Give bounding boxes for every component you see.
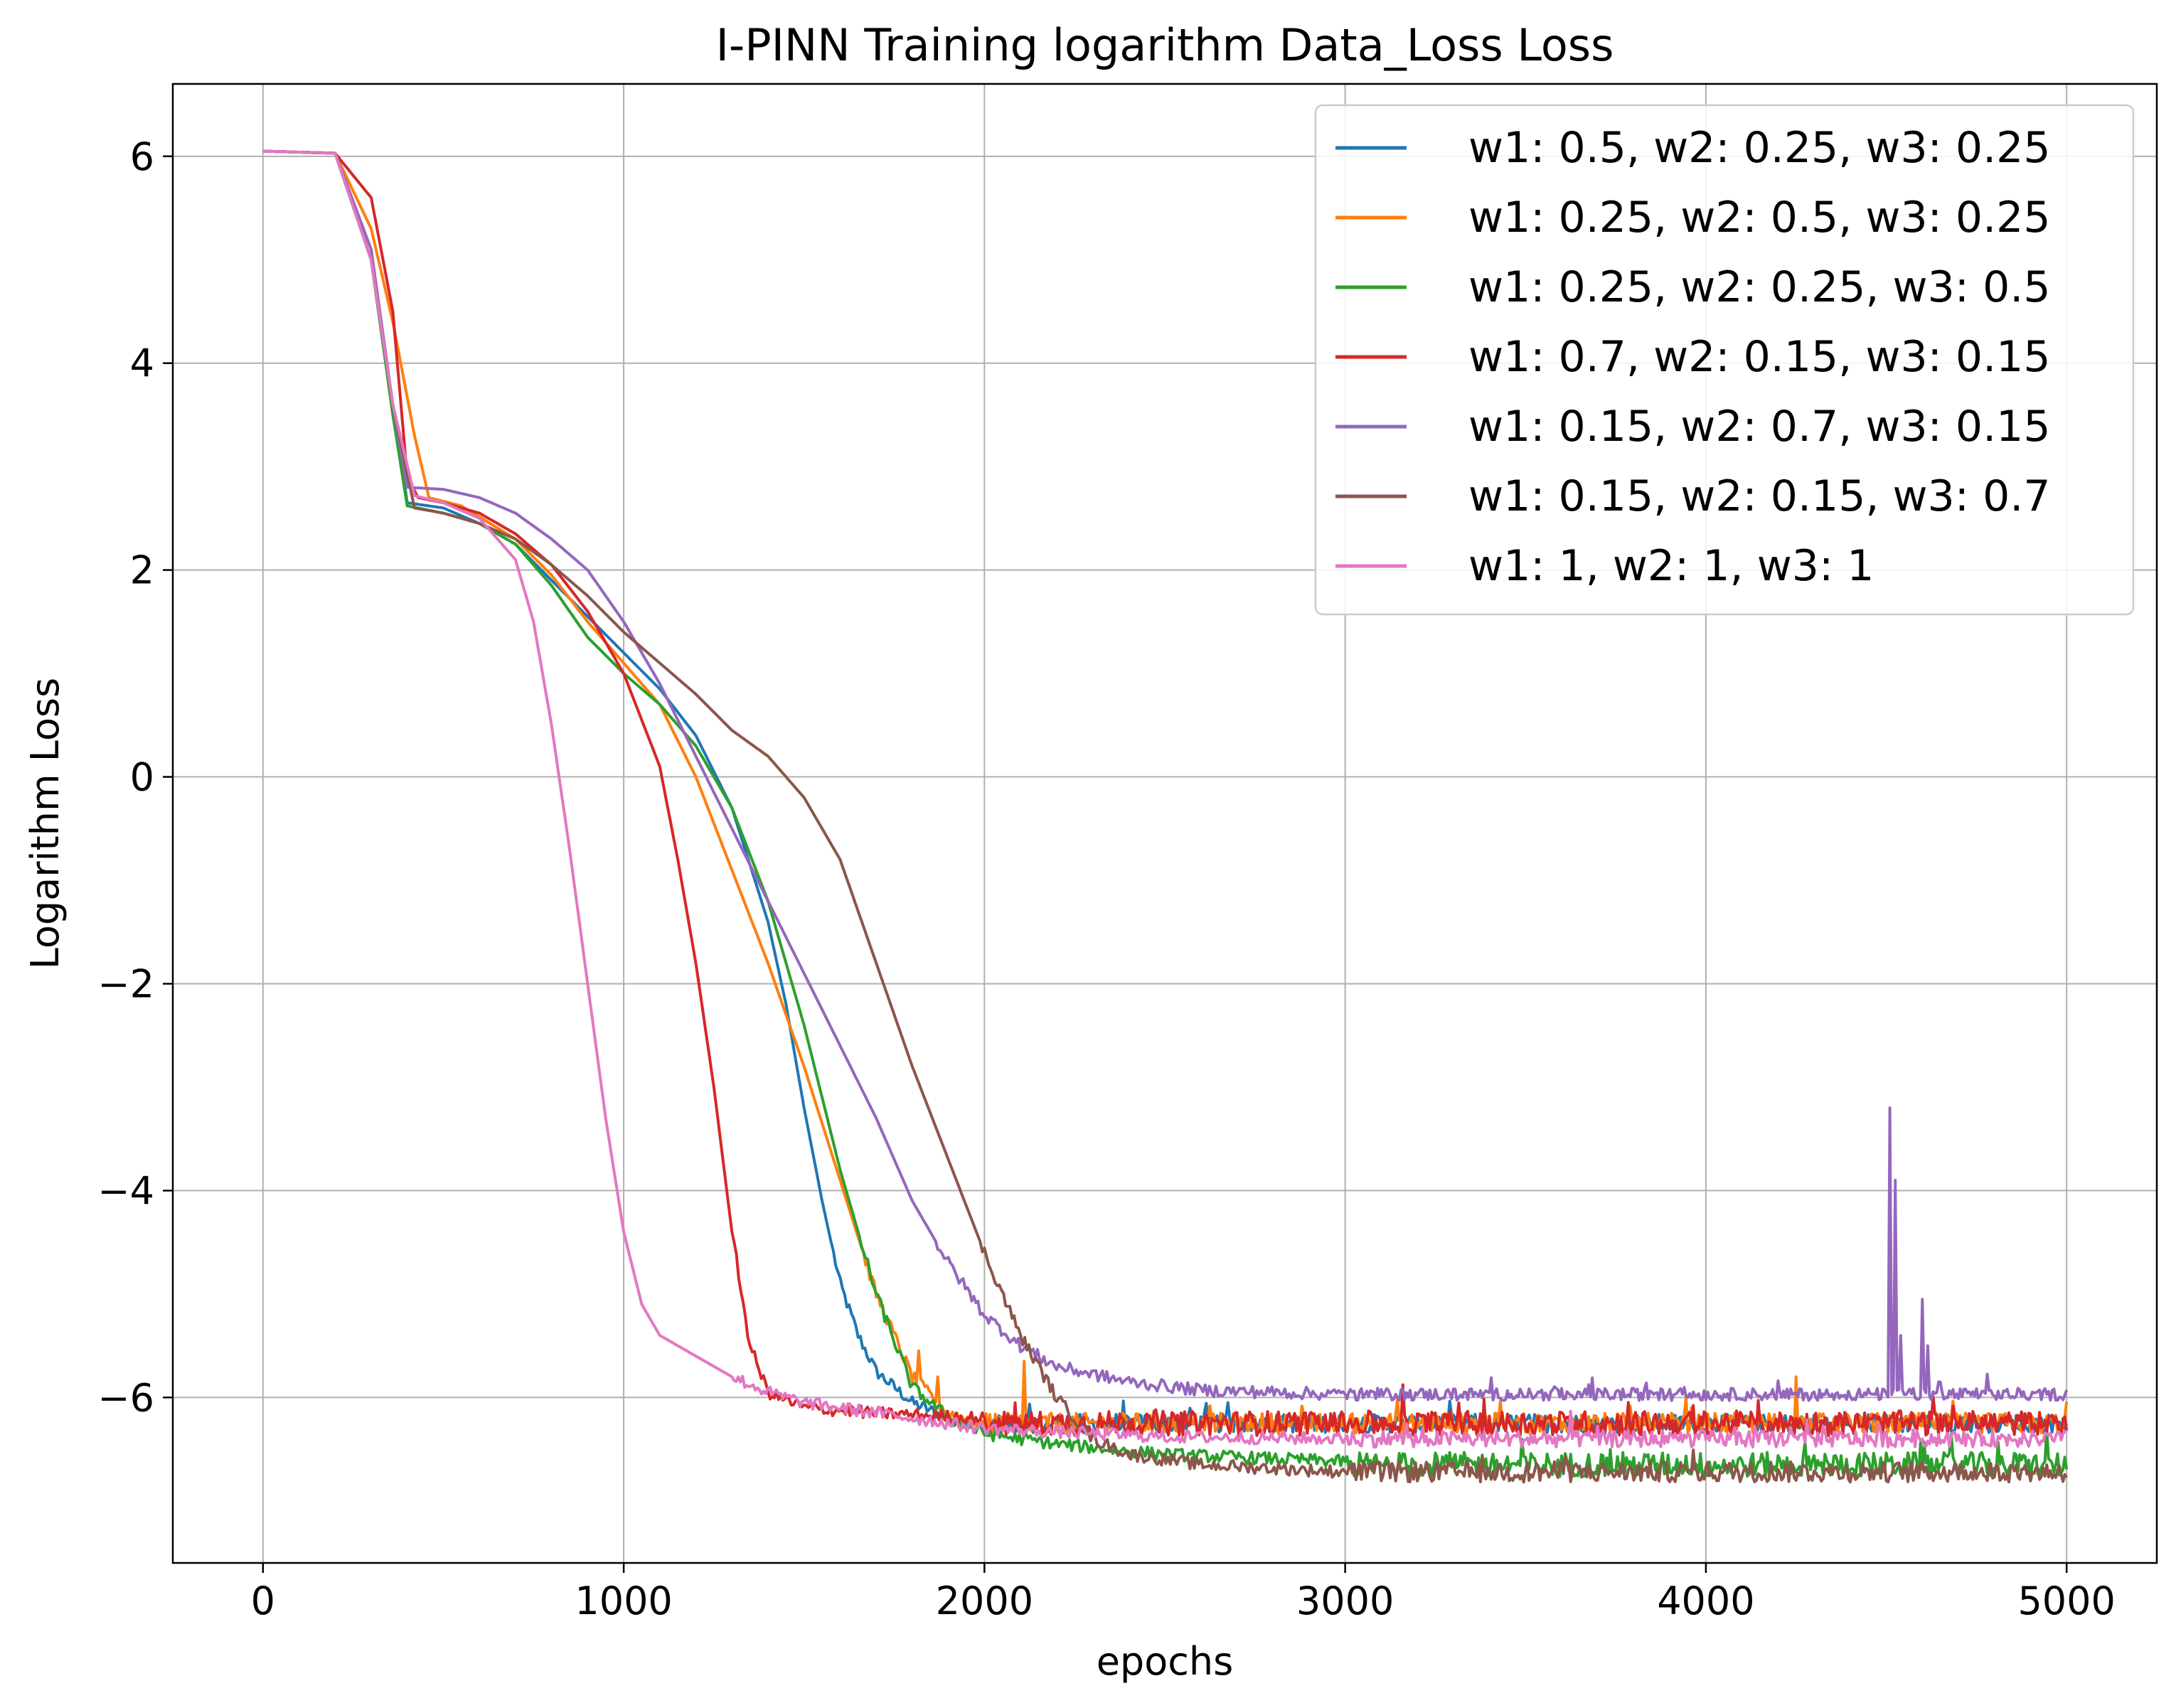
y-axis-label: Logarithm Loss <box>23 678 68 969</box>
legend-entry-label: w1: 0.25, w2: 0.5, w3: 0.25 <box>1468 193 2051 242</box>
y-tick-label: −6 <box>97 1375 154 1420</box>
x-tick-label: 1000 <box>575 1579 672 1623</box>
x-axis-label: epochs <box>1097 1639 1234 1684</box>
x-tick-label: 0 <box>251 1579 275 1623</box>
x-tick-label: 2000 <box>936 1579 1033 1623</box>
series-line-4 <box>262 149 2069 1438</box>
axis-ticks: 0 1000 2000 3000 4000 5000 −6 −4 −2 0 2 4 6 <box>97 134 2116 1623</box>
x-tick-label: 3000 <box>1296 1579 1394 1623</box>
series-line-3 <box>262 149 2069 1479</box>
axes-frame <box>171 82 2158 1564</box>
x-tick-label: 5000 <box>2017 1579 2115 1623</box>
legend-entry-label: w1: 0.5, w2: 0.25, w3: 0.25 <box>1468 123 2051 173</box>
legend: w1: 0.5, w2: 0.25, w3: 0.25 w1: 0.25, w2:… <box>1314 104 2135 616</box>
y-tick-label: 6 <box>130 134 154 179</box>
plot-area <box>262 149 2069 1484</box>
x-tick-label: 4000 <box>1657 1579 1754 1623</box>
y-tick-label: −2 <box>97 961 154 1006</box>
y-tick-label: 4 <box>130 341 154 386</box>
chart-title: I-PINN Training logarithm Data_Loss Loss <box>716 19 1614 71</box>
y-tick-label: −4 <box>97 1168 154 1213</box>
y-tick-label: 0 <box>130 755 154 800</box>
series-line-7 <box>262 149 2067 1448</box>
series-line-6 <box>262 149 2068 1484</box>
legend-entry-label: w1: 1, w2: 1, w3: 1 <box>1468 541 1874 591</box>
series-line-5 <box>262 149 2069 1402</box>
legend-entry-label: w1: 0.15, w2: 0.7, w3: 0.15 <box>1468 402 2051 452</box>
legend-entry-label: w1: 0.15, w2: 0.15, w3: 0.7 <box>1468 471 2051 521</box>
legend-entry-label: w1: 0.25, w2: 0.25, w3: 0.5 <box>1468 262 2051 312</box>
legend-box <box>1314 104 2135 616</box>
legend-entry-label: w1: 0.7, w2: 0.15, w3: 0.15 <box>1468 332 2051 382</box>
y-tick-label: 2 <box>130 548 154 593</box>
